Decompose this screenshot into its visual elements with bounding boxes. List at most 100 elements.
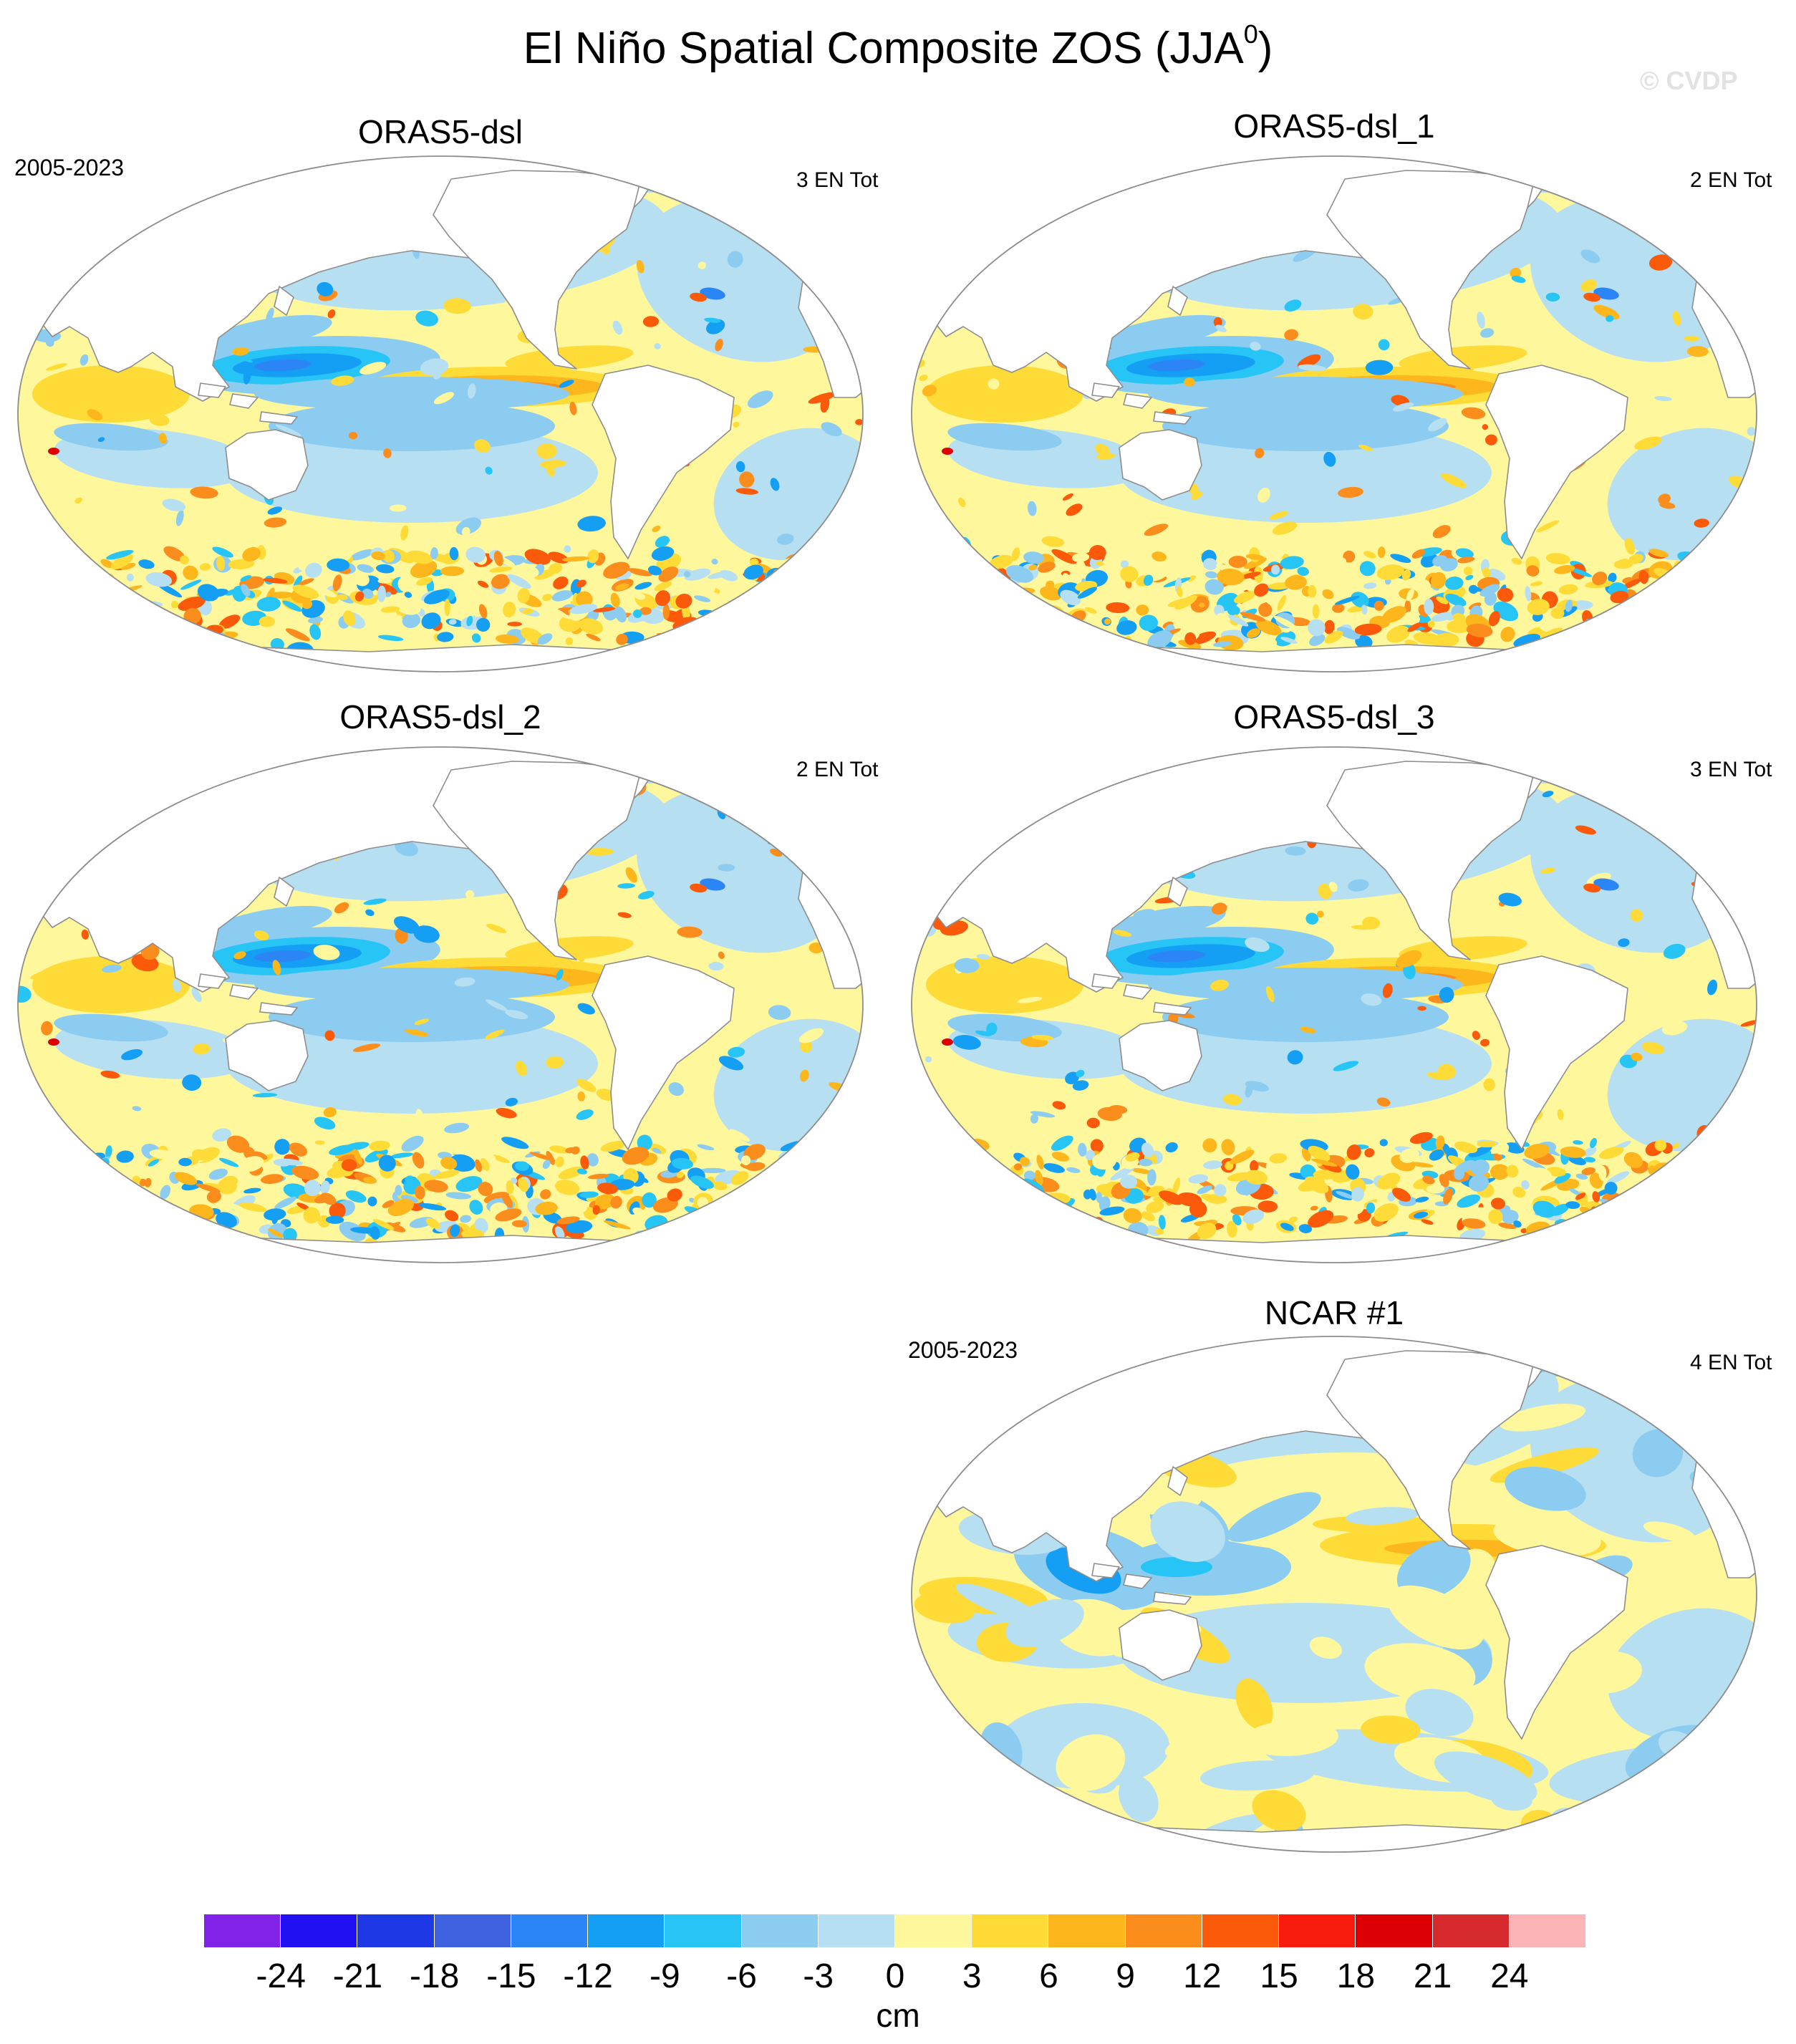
eddy-patch xyxy=(1258,602,1273,617)
eddy-patch xyxy=(676,1172,685,1178)
eddy-patch xyxy=(127,1207,153,1216)
landmass-indonesia1 xyxy=(1091,382,1120,398)
eddy-patch xyxy=(18,879,34,897)
figure-title-close: ) xyxy=(1257,24,1273,73)
eddy-patch xyxy=(1522,1158,1546,1170)
eddy-patch xyxy=(954,958,980,973)
eddy-patch xyxy=(521,608,534,614)
eddy-patch xyxy=(1272,521,1298,535)
eddy-patch xyxy=(839,1190,863,1202)
eddy-patch xyxy=(962,582,979,596)
eddy-patch xyxy=(1601,1228,1627,1237)
colorbar-tick-label: 6 xyxy=(1039,1957,1058,1995)
eddy-patch xyxy=(158,433,167,444)
eddy-patch xyxy=(821,422,842,437)
eddy-patch xyxy=(1159,321,1187,332)
eddy-patch xyxy=(1432,632,1459,648)
eddy-patch xyxy=(126,1182,133,1188)
eddy-patch xyxy=(1480,328,1495,338)
eddy-patch xyxy=(967,1157,986,1174)
eddy-patch xyxy=(542,1160,551,1170)
eddy-patch xyxy=(1565,1201,1580,1210)
eddy-patch xyxy=(341,1159,357,1172)
eddy-patch xyxy=(145,614,173,626)
eddy-patch xyxy=(72,1231,100,1240)
colorbar-swatch xyxy=(894,1914,972,1947)
eddy-patch xyxy=(1217,568,1245,586)
eddy-patch xyxy=(1686,1222,1709,1234)
eddy-patch xyxy=(1480,1038,1490,1047)
landmass-indonesia2 xyxy=(229,984,259,1000)
eddy-patch xyxy=(314,1140,325,1145)
eddy-patch xyxy=(967,635,990,649)
eddy-patch xyxy=(1095,443,1111,456)
eddy-patch xyxy=(960,564,970,574)
eddy-patch xyxy=(157,1220,180,1236)
eddy-patch xyxy=(1585,631,1594,639)
eddy-patch xyxy=(1629,607,1637,622)
eddy-patch xyxy=(1413,1212,1429,1219)
eddy-patch xyxy=(964,1210,985,1228)
eddy-patch xyxy=(1239,572,1261,579)
eddy-patch xyxy=(1365,360,1394,375)
eddy-patch xyxy=(989,1367,1025,1414)
eddy-patch xyxy=(1056,1734,1126,1791)
eddy-patch xyxy=(1728,1214,1737,1228)
eddy-patch xyxy=(148,1163,159,1179)
eddy-patch xyxy=(780,620,794,635)
eddy-patch xyxy=(1046,580,1055,589)
eddy-patch xyxy=(1452,613,1466,622)
eddy-patch xyxy=(437,632,454,642)
eddy-patch xyxy=(1004,610,1015,618)
eddy-patch xyxy=(998,993,1012,1010)
eddy-patch xyxy=(1545,292,1560,302)
eddy-patch xyxy=(1545,1226,1570,1240)
eddy-patch xyxy=(188,626,207,635)
eddy-patch xyxy=(1482,424,1489,430)
eddy-patch xyxy=(962,615,988,628)
eddy-patch xyxy=(614,607,627,623)
eddy-patch xyxy=(85,1193,105,1208)
kuroshio-anomaly xyxy=(205,314,332,352)
eddy-patch xyxy=(914,1592,975,1624)
eddy-patch xyxy=(313,945,340,960)
eddy-patch xyxy=(685,1217,703,1222)
eddy-patch xyxy=(1623,620,1644,627)
eddy-patch xyxy=(763,1207,777,1219)
eddy-patch xyxy=(517,587,530,604)
eddy-patch xyxy=(753,636,768,648)
eddy-patch xyxy=(1088,545,1106,561)
eddy-patch xyxy=(1343,550,1356,563)
map-panel-oras5-dsl-3 xyxy=(911,746,1757,1263)
eddy-patch xyxy=(677,926,703,938)
south-equatorial-cool-band xyxy=(269,992,555,1042)
eddy-patch xyxy=(450,1224,460,1238)
eddy-patch xyxy=(383,448,392,458)
eddy-patch xyxy=(501,1137,529,1149)
eddy-patch xyxy=(706,1218,724,1234)
eddy-patch xyxy=(440,1157,458,1170)
eddy-patch xyxy=(1686,346,1709,357)
eddy-patch xyxy=(700,1167,726,1174)
eddy-patch xyxy=(100,559,114,569)
eddy-patch xyxy=(1083,1189,1092,1200)
eddy-patch xyxy=(1641,1041,1665,1054)
colorbar-tick-label: -3 xyxy=(803,1957,834,1995)
eddy-patch xyxy=(1088,635,1105,643)
eddy-patch xyxy=(1342,1139,1350,1147)
eddy-patch xyxy=(103,587,122,598)
eddy-patch xyxy=(1598,1165,1607,1181)
eddy-patch xyxy=(1488,1209,1503,1225)
eddy-patch xyxy=(304,1180,321,1197)
eddy-patch xyxy=(988,378,1000,390)
eddy-patch xyxy=(1023,1190,1035,1201)
eddy-patch xyxy=(1631,1052,1643,1061)
eddy-patch xyxy=(537,633,553,645)
eddy-patch xyxy=(1739,1091,1757,1109)
eddy-patch xyxy=(912,877,917,892)
eddy-patch xyxy=(1606,1171,1630,1185)
eddy-patch xyxy=(1648,771,1659,782)
eddy-patch xyxy=(37,628,52,644)
eddy-patch xyxy=(970,1190,994,1198)
eddy-patch xyxy=(477,580,489,588)
